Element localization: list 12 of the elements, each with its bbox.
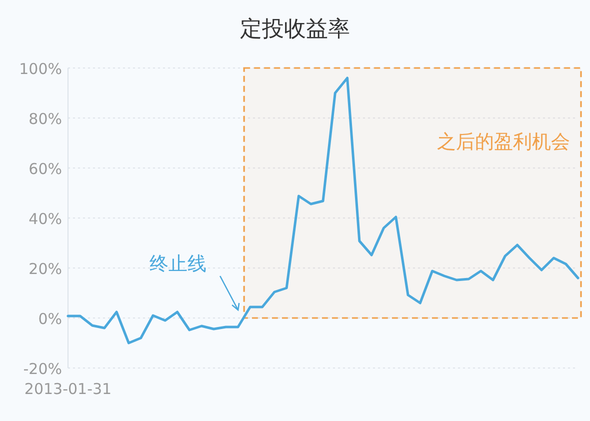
y-tick-label: 20% — [28, 260, 62, 278]
x-tick-label: 2013-01-31 — [24, 380, 112, 398]
band-label: 之后的盈利机会 — [437, 131, 570, 153]
line-series — [66, 76, 580, 344]
chart-title: 定投收益率 — [240, 16, 350, 41]
text: 终止线 — [150, 254, 207, 275]
y-tick-label: 100% — [19, 60, 62, 78]
y-tick-label: 60% — [28, 160, 62, 178]
y-tick-label: -20% — [23, 360, 62, 378]
y-tick-label: 40% — [28, 210, 62, 228]
y-tick-label: 0% — [38, 310, 62, 328]
y-tick-label: 80% — [28, 110, 62, 128]
